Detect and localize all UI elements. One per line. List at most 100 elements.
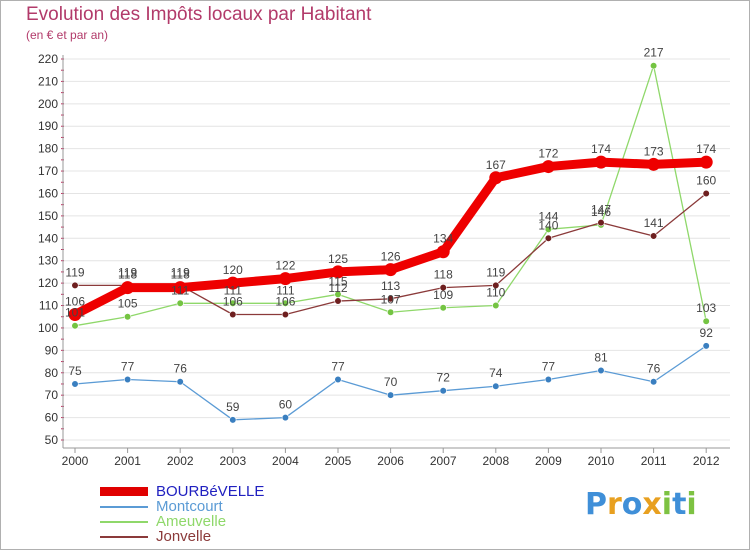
data-label-jonvelle: 119: [65, 265, 84, 279]
chart-title: Evolution des Impôts locaux par Habitant: [26, 4, 372, 25]
data-label-bourb-velle: 122: [275, 259, 295, 273]
data-label-bourb-velle: 173: [644, 144, 664, 158]
data-label-jonvelle: 119: [171, 265, 190, 279]
data-label-jonvelle: 112: [328, 281, 347, 295]
data-point-bourb-velle: [68, 307, 82, 321]
data-point-ameuvelle: [544, 225, 553, 233]
data-label-ameuvelle: 103: [696, 301, 716, 315]
x-tick-label: 2000: [62, 454, 89, 468]
x-tick-label: 2006: [377, 454, 404, 468]
x-tick-label: 2009: [535, 454, 562, 468]
data-point-bourb-velle: [331, 265, 345, 279]
legend-item: Jonvelle: [100, 528, 360, 545]
data-label-montcourt: 74: [489, 366, 503, 380]
x-tick-label: 2005: [325, 454, 352, 468]
data-point-montcourt: [387, 391, 395, 399]
data-label-bourb-velle: 118: [171, 268, 190, 282]
legend-item: Ameuvelle: [100, 513, 360, 530]
data-point-bourb-velle: [278, 272, 292, 286]
x-tick-label: 2004: [272, 454, 299, 468]
data-point-ameuvelle: [492, 301, 500, 310]
data-label-ameuvelle: 146: [591, 205, 611, 219]
logo-letter: i: [686, 487, 697, 522]
data-point-bourb-velle: [436, 245, 450, 259]
data-label-bourb-velle: 120: [223, 263, 243, 277]
y-tick-label: 70: [45, 388, 59, 402]
data-label-bourb-velle: 118: [118, 268, 137, 282]
data-label-montcourt: 59: [226, 400, 240, 414]
data-label-jonvelle: 147: [591, 203, 611, 217]
data-label-ameuvelle: 111: [276, 283, 295, 297]
data-label-ameuvelle: 217: [644, 46, 664, 60]
data-point-jonvelle: [492, 281, 500, 289]
logo-letter: x: [642, 487, 662, 522]
data-label-montcourt: 76: [174, 362, 188, 376]
y-tick-label: 150: [38, 209, 58, 223]
legend-item: BOURBéVELLE: [100, 483, 360, 500]
legend-swatch: [100, 521, 148, 523]
logo-letter: P: [585, 487, 607, 522]
proxiti-logo: Proxiti: [585, 487, 697, 522]
data-label-ameuvelle: 107: [381, 292, 401, 306]
data-point-montcourt: [649, 378, 658, 386]
data-point-bourb-velle: [384, 263, 398, 277]
data-label-montcourt: 92: [700, 326, 714, 340]
data-label-montcourt: 72: [437, 371, 451, 385]
data-point-montcourt: [281, 413, 290, 422]
data-point-jonvelle: [71, 281, 79, 289]
data-label-ameuvelle: 111: [224, 283, 243, 297]
data-label-jonvelle: 119: [486, 265, 505, 279]
y-tick-label: 160: [38, 186, 58, 200]
data-point-jonvelle: [229, 310, 237, 319]
data-point-ameuvelle: [123, 313, 132, 321]
data-point-montcourt: [492, 382, 500, 390]
x-tick-label: 2008: [482, 454, 509, 468]
data-label-jonvelle: 106: [223, 294, 243, 308]
data-point-montcourt: [123, 375, 132, 384]
data-label-ameuvelle: 105: [118, 297, 138, 311]
y-tick-label: 60: [45, 411, 59, 425]
y-tick-label: 90: [45, 343, 59, 357]
data-point-ameuvelle: [176, 299, 184, 307]
legend-label: BOURBéVELLE: [156, 483, 265, 500]
data-label-bourb-velle: 126: [381, 250, 401, 264]
data-label-jonvelle: 113: [381, 279, 400, 293]
data-point-montcourt: [439, 387, 447, 395]
data-point-bourb-velle: [489, 171, 503, 185]
chart-legend: BOURBéVELLE Montcourt Ameuvelle Jonvelle: [100, 483, 360, 545]
data-label-ameuvelle: 109: [433, 288, 453, 302]
data-label-bourb-velle: 174: [696, 142, 716, 156]
data-label-montcourt: 81: [594, 351, 608, 365]
x-tick-label: 2007: [430, 454, 457, 468]
data-label-montcourt: 77: [121, 359, 135, 373]
y-tick-label: 200: [38, 97, 58, 111]
data-point-montcourt: [71, 380, 79, 388]
data-point-ameuvelle: [702, 317, 710, 325]
y-tick-label: 220: [38, 52, 58, 66]
data-point-montcourt: [702, 342, 710, 350]
data-label-jonvelle: 119: [118, 265, 137, 279]
data-label-jonvelle: 141: [644, 216, 664, 230]
data-label-ameuvelle: 110: [486, 286, 505, 300]
x-tick-label: 2012: [693, 454, 720, 468]
data-point-bourb-velle: [647, 157, 661, 171]
data-point-bourb-velle: [699, 155, 713, 169]
data-label-montcourt: 76: [647, 362, 661, 376]
data-label-montcourt: 60: [279, 398, 293, 412]
data-label-montcourt: 77: [542, 359, 556, 373]
legend-swatch: [100, 536, 148, 538]
legend-label: Jonvelle: [156, 528, 212, 545]
data-label-jonvelle: 118: [434, 268, 453, 282]
y-tick-label: 180: [38, 142, 58, 156]
logo-letter: r: [607, 487, 622, 522]
data-point-jonvelle: [544, 234, 553, 242]
legend-label: Ameuvelle: [156, 513, 227, 530]
y-tick-label: 120: [38, 276, 58, 290]
data-point-ameuvelle: [649, 62, 658, 70]
data-label-jonvelle: 106: [275, 294, 295, 308]
x-tick-label: 2003: [219, 454, 246, 468]
logo-letter: t: [672, 487, 687, 522]
data-point-jonvelle: [387, 295, 395, 303]
x-tick-label: 2001: [114, 454, 141, 468]
